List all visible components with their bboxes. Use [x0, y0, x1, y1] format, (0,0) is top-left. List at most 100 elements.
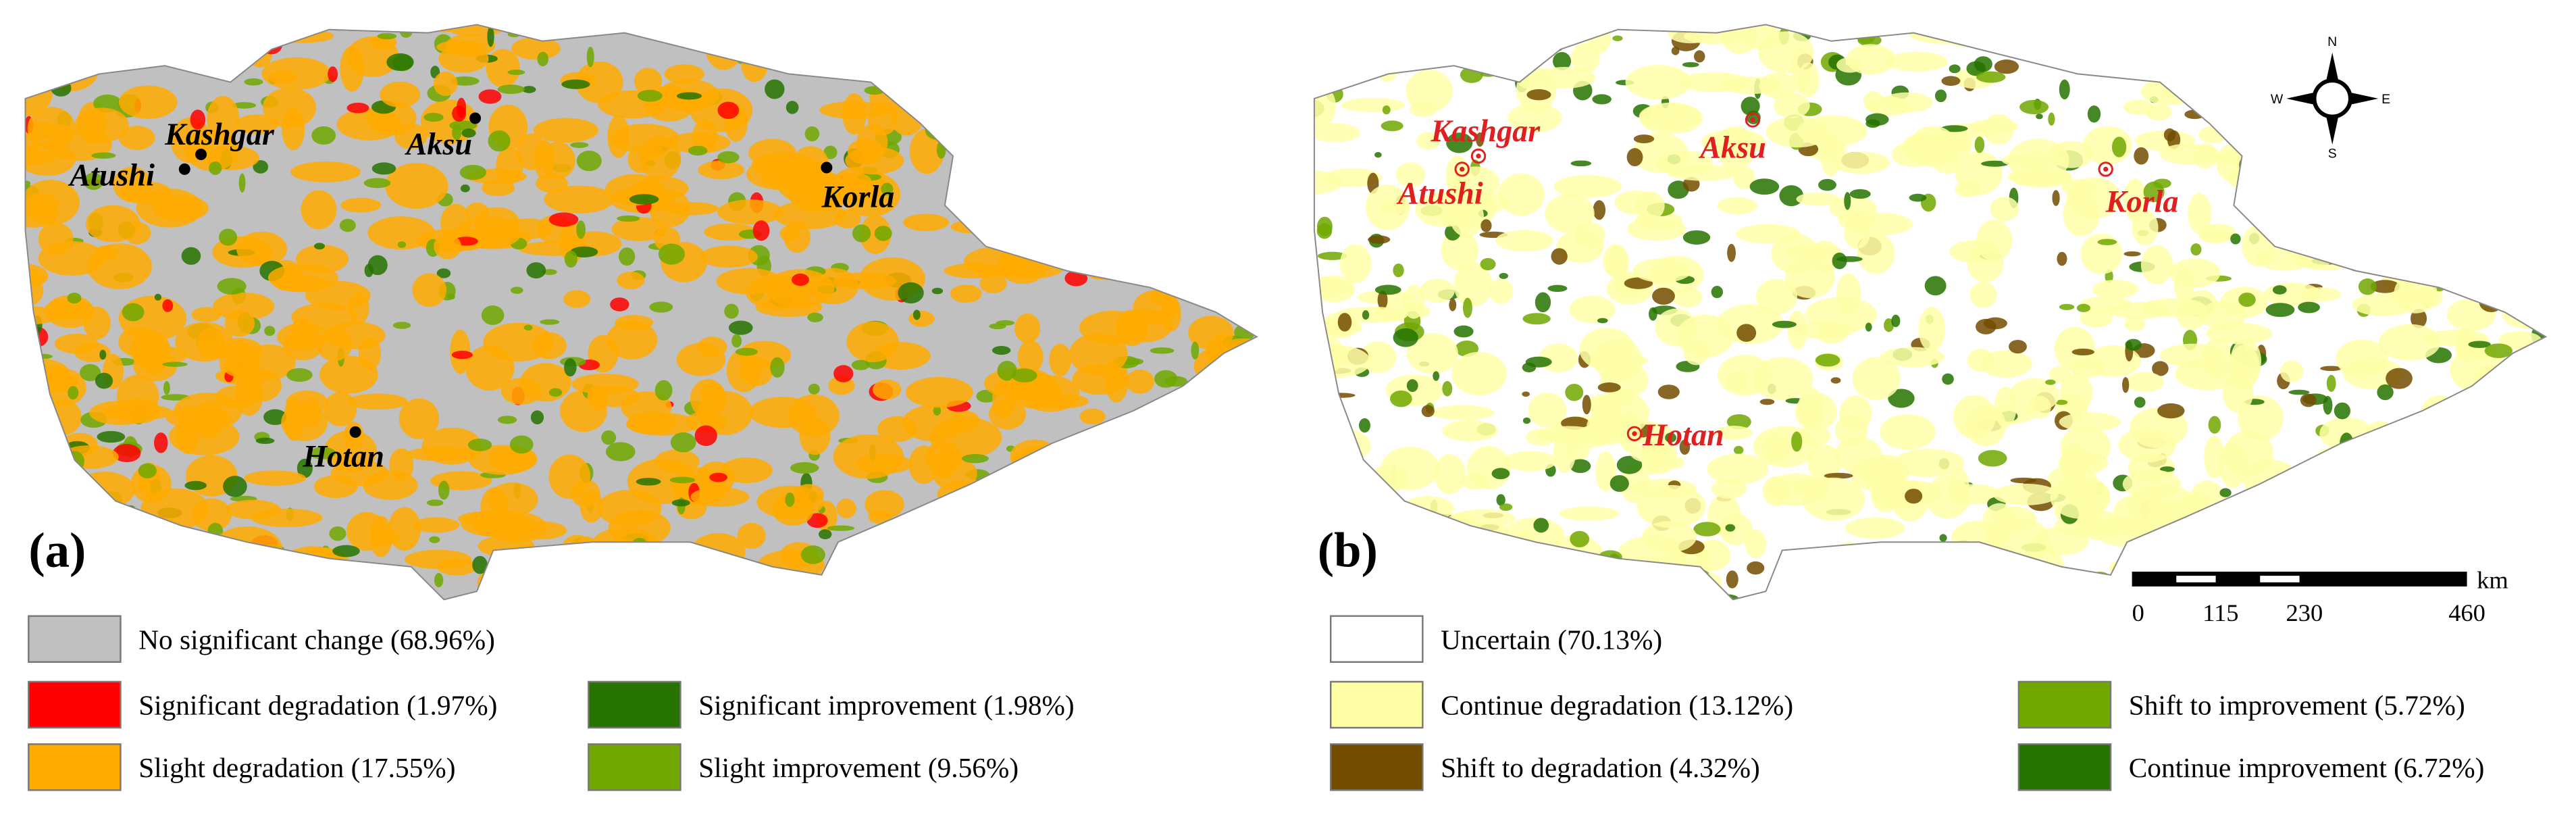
map-patch [1818, 178, 1836, 191]
map-patch [1934, 89, 1947, 103]
map-patch [1627, 217, 1686, 241]
map-patch [176, 416, 199, 454]
map-patch [1865, 113, 1889, 126]
map-patch [190, 109, 206, 130]
map-patch [2194, 25, 2207, 37]
map-patch [1016, 472, 1072, 511]
map-patch [1431, 405, 1495, 420]
map-patch [950, 24, 960, 39]
map-patch [2458, 433, 2488, 439]
map-patch [2279, 52, 2321, 82]
map-patch [1948, 467, 1969, 505]
map-patch [792, 273, 810, 286]
map-patch [154, 293, 162, 301]
map-patch [2246, 35, 2256, 55]
map-patch [1117, 227, 1163, 251]
map-patch [1680, 587, 1703, 600]
map-patch [1211, 226, 1257, 263]
map-patch [1156, 198, 1166, 205]
map-patch [1942, 373, 1954, 385]
map-patch [1612, 35, 1623, 41]
map-patch [2371, 43, 2432, 84]
map-patch [1214, 201, 1240, 214]
map-patch [460, 184, 470, 193]
map-patch [213, 292, 275, 320]
map-patch [1491, 468, 1510, 480]
map-patch [874, 226, 892, 241]
map-patch [1193, 472, 1216, 491]
map-patch [1025, 230, 1035, 243]
map-patch [1569, 295, 1616, 324]
map-patch [1955, 181, 1981, 198]
map-patch [301, 190, 337, 230]
map-patch [152, 195, 209, 222]
map-patch [413, 517, 460, 533]
map-patch [604, 589, 627, 597]
map-patch [212, 526, 282, 570]
map-patch [706, 551, 730, 582]
map-patch [724, 303, 739, 319]
map-patch [2375, 445, 2385, 462]
map-patch [45, 295, 95, 328]
map-patch [219, 228, 238, 246]
map-patch [1148, 472, 1205, 496]
map-patch [51, 48, 70, 68]
map-patch [1205, 220, 1252, 253]
map-patch [25, 149, 57, 166]
map-patch [247, 43, 272, 68]
map-patch [2318, 551, 2335, 571]
map-patch [309, 447, 336, 459]
map-patch [2515, 361, 2546, 403]
map-patch [2454, 149, 2512, 180]
map-patch [2473, 526, 2500, 547]
map-patch [2036, 114, 2043, 120]
map-patch [511, 562, 552, 587]
map-patch [1147, 447, 1191, 484]
scale-bar-segment [2260, 576, 2300, 582]
city-marker [1454, 161, 1470, 177]
map-patch [1721, 24, 1758, 54]
map-patch [1345, 61, 1362, 70]
map-patch [537, 51, 549, 67]
map-patch [25, 439, 41, 480]
map-patch [1402, 496, 1454, 522]
map-patch [1522, 417, 1531, 424]
map-patch [2124, 316, 2146, 332]
map-patch [1551, 248, 1568, 265]
map-patch [2317, 491, 2337, 507]
map-patch [2376, 29, 2422, 61]
map-patch [2261, 557, 2282, 568]
map-patch [488, 130, 511, 152]
map-patch [717, 101, 740, 119]
map-patch [2103, 39, 2172, 74]
map-patch [2054, 326, 2096, 371]
city-marker [178, 163, 190, 175]
map-patch [611, 217, 667, 241]
map-patch [2458, 218, 2484, 228]
map-patch [2219, 26, 2235, 43]
map-patch [1446, 132, 1473, 153]
map-patch [2061, 178, 2097, 196]
map-patch [540, 142, 575, 179]
map-patch [2272, 285, 2287, 295]
map-patch [332, 545, 360, 557]
map-patch [1449, 298, 1457, 311]
map-patch [908, 310, 935, 327]
map-patch [2454, 459, 2479, 495]
map-patch [1406, 379, 1418, 393]
map-patch [1314, 84, 1336, 129]
map-patch [987, 528, 1005, 538]
map-patch [544, 185, 615, 214]
map-patch [2123, 251, 2141, 257]
map-patch [881, 182, 894, 196]
map-patch [706, 24, 773, 52]
map-patch [933, 405, 942, 416]
map-patch [1637, 484, 1706, 528]
map-patch [1137, 548, 1164, 557]
map-patch [2400, 209, 2466, 236]
map-patch [1733, 445, 1744, 455]
map-patch [1142, 179, 1161, 191]
map-patch [1017, 116, 1076, 134]
map-patch [1134, 173, 1158, 194]
map-patch [1068, 333, 1128, 375]
